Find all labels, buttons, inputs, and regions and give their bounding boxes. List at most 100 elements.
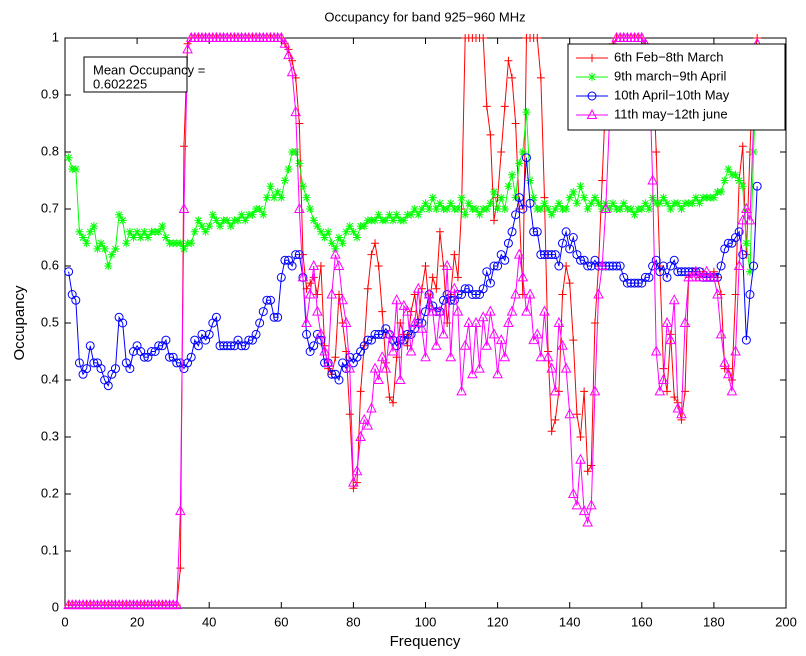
data-point [654,385,666,396]
annotation-text: 0.602225 [93,76,147,91]
data-point [309,341,319,351]
data-point [585,499,597,510]
data-point [154,341,164,351]
data-point [308,259,320,270]
data-point [226,222,235,231]
data-point [187,239,196,248]
data-point [489,216,498,225]
data-point [79,233,88,242]
data-point [719,356,731,367]
data-point [428,301,438,311]
data-point [486,199,495,208]
y-tick-label: 0.6 [41,257,59,272]
data-point [536,73,545,82]
data-point [712,288,723,299]
data-point [345,410,354,419]
data-point [500,205,509,213]
data-point [111,244,120,253]
data-point [734,227,744,237]
data-point [495,334,507,345]
data-point [370,329,380,339]
data-point [129,233,138,242]
data-point [132,341,142,351]
data-point [439,295,449,305]
data-point [500,102,509,111]
data-point [737,214,749,225]
data-point [399,216,408,225]
data-point [284,255,294,265]
data-point [89,222,98,231]
data-point [668,294,680,305]
data-point [304,288,316,299]
data-point [158,222,167,231]
data-point [128,347,138,356]
data-point [633,278,643,288]
data-point [356,347,366,356]
data-point [140,227,149,236]
data-point [275,31,287,42]
data-point [205,222,214,231]
data-point [327,369,337,379]
data-point [645,205,654,213]
data-point [479,34,488,42]
data-point [576,255,586,265]
x-tick-label: 180 [703,614,725,629]
data-point [485,278,495,288]
data-point [237,341,247,351]
data-point [286,66,298,77]
data-point [532,227,542,237]
data-point [482,267,492,277]
data-point [330,369,340,379]
data-point [441,259,453,270]
data-point [270,193,279,202]
data-point [412,282,424,293]
data-point [580,387,589,396]
data-point [398,299,410,310]
data-point [616,205,625,213]
data-point [626,205,635,213]
data-point [662,272,672,282]
y-tick-label: 0.1 [41,542,59,557]
data-point [182,43,193,54]
data-point [463,316,475,327]
data-point [96,364,106,374]
data-point [327,239,336,248]
data-point [557,339,568,350]
data-point [234,216,243,225]
data-point [309,273,318,282]
data-point [752,181,762,191]
data-point [255,205,264,213]
data-point [402,329,412,339]
data-point [594,199,603,208]
data-point [273,312,283,322]
data-point [547,427,556,436]
data-point [172,358,182,368]
data-point [572,410,581,419]
data-point [381,216,390,225]
data-point [432,284,441,293]
data-point [74,358,84,368]
data-point [359,341,369,351]
data-point [345,352,355,362]
data-point [71,295,81,305]
data-point [525,198,535,208]
data-point [248,210,257,219]
data-point [316,227,325,236]
data-point [388,335,398,345]
data-point [338,239,347,248]
data-point [690,265,702,276]
data-point [575,453,586,464]
data-point [615,261,625,271]
data-point [186,352,196,362]
data-point [558,290,567,299]
data-point [115,210,124,219]
data-point [75,227,84,236]
y-tick-label: 0.8 [41,143,59,158]
x-tick-label: 0 [61,614,68,629]
data-point [121,358,131,368]
data-point [432,205,441,213]
legend: 6th Feb−8th March 9th march−9th April 10th… [567,43,786,131]
data-point [565,279,574,288]
data-point [348,476,359,487]
x-tick-label: 120 [487,614,509,629]
